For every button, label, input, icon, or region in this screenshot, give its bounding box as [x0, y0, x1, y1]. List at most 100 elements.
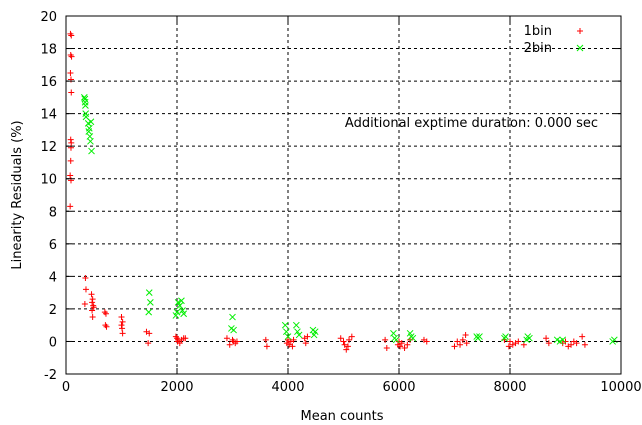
point-1bin — [89, 314, 96, 321]
point-2bin — [282, 328, 290, 336]
point-1bin — [67, 203, 74, 210]
y-tick-label: 0 — [49, 335, 57, 350]
grid-lines — [66, 16, 621, 374]
point-2bin — [502, 333, 509, 340]
point-1bin — [118, 322, 125, 329]
point-2bin — [87, 118, 95, 126]
point-1bin — [457, 341, 464, 348]
point-2bin — [88, 147, 95, 155]
point-2bin — [173, 308, 181, 316]
point-2bin — [281, 321, 289, 329]
point-1bin — [451, 343, 458, 350]
point-2bin — [176, 302, 184, 310]
point-1bin — [383, 344, 390, 351]
point-1bin — [382, 336, 389, 343]
point-1bin — [573, 340, 580, 347]
point-2bin — [180, 310, 188, 318]
x-tick-label: 4000 — [271, 380, 304, 395]
point-1bin — [344, 343, 351, 350]
point-1bin — [397, 343, 404, 350]
y-tick-label: 20 — [40, 10, 57, 25]
point-1bin — [348, 333, 355, 340]
point-1bin — [404, 341, 411, 348]
point-1bin — [103, 323, 110, 330]
point-1bin — [340, 338, 347, 345]
y-tick-label: 6 — [49, 238, 57, 253]
point-2bin — [147, 299, 154, 306]
y-tick-labels: -2 0 2 4 6 8 10 12 14 16 18 20 — [40, 10, 57, 383]
y-axis-label: Linearity Residuals (%) — [10, 120, 25, 269]
point-1bin — [119, 330, 126, 337]
y-tick-label: 16 — [40, 75, 57, 90]
point-2bin — [409, 334, 417, 342]
y-tick-label: 10 — [40, 173, 57, 188]
legend-marker-2bin — [576, 44, 584, 52]
point-1bin — [304, 333, 311, 340]
point-1bin — [102, 310, 109, 317]
x-tick-label: 6000 — [382, 380, 415, 395]
point-2bin — [178, 297, 185, 305]
point-1bin — [515, 338, 522, 345]
y-tick-label: 14 — [40, 108, 57, 123]
point-1bin — [581, 341, 588, 348]
point-1bin — [401, 344, 408, 351]
point-2bin — [174, 299, 182, 306]
point-1bin — [337, 335, 344, 342]
x-tick-label: 0 — [62, 380, 70, 395]
point-1bin — [81, 301, 88, 308]
point-1bin — [68, 89, 75, 96]
point-2bin — [229, 313, 236, 321]
point-1bin — [543, 335, 550, 342]
plot-frame — [65, 15, 622, 375]
point-1bin — [463, 340, 470, 347]
legend-label-2bin: 2bin — [524, 41, 552, 56]
point-1bin — [341, 341, 348, 348]
point-1bin — [423, 338, 430, 345]
point-1bin — [88, 291, 95, 298]
point-1bin — [346, 336, 353, 343]
point-1bin — [462, 331, 469, 338]
point-1bin — [263, 343, 270, 350]
point-2bin — [230, 326, 237, 334]
point-2bin — [559, 336, 567, 344]
point-1bin — [302, 340, 309, 347]
point-2bin — [292, 321, 300, 329]
point-2bin — [526, 334, 533, 342]
x-tick-label: 2000 — [160, 380, 193, 395]
point-1bin — [398, 340, 405, 347]
point-1bin — [67, 136, 74, 143]
point-1bin — [459, 336, 466, 343]
exptime-annotation: Additional exptime duration: 0.000 sec — [345, 116, 598, 131]
y-tick-label: 4 — [49, 270, 57, 285]
legend: 1bin 2bin — [524, 24, 584, 56]
point-1bin — [67, 69, 74, 76]
point-1bin — [68, 32, 75, 39]
point-1bin — [286, 341, 293, 348]
point-1bin — [145, 340, 152, 347]
point-1bin — [89, 299, 96, 306]
data-points — [67, 30, 618, 353]
point-1bin — [507, 338, 513, 345]
axis-ticks — [65, 15, 622, 375]
legend-label-1bin: 1bin — [524, 24, 552, 39]
y-tick-label: -2 — [44, 368, 57, 383]
point-1bin — [146, 330, 153, 337]
x-tick-label: 10000 — [600, 380, 641, 395]
point-2bin — [82, 102, 89, 109]
point-1bin — [226, 341, 233, 348]
y-tick-label: 8 — [49, 205, 57, 220]
point-1bin — [233, 338, 240, 345]
point-1bin — [176, 340, 183, 347]
point-1bin — [223, 335, 230, 342]
point-1bin — [545, 340, 552, 347]
point-1bin — [67, 157, 74, 164]
point-1bin — [290, 336, 297, 343]
point-2bin — [284, 333, 292, 340]
y-tick-label: 12 — [40, 140, 57, 155]
point-1bin — [568, 341, 575, 348]
x-axis-label: Mean counts — [300, 409, 383, 424]
point-1bin — [454, 338, 461, 345]
point-1bin — [562, 338, 569, 345]
point-1bin — [505, 343, 512, 350]
